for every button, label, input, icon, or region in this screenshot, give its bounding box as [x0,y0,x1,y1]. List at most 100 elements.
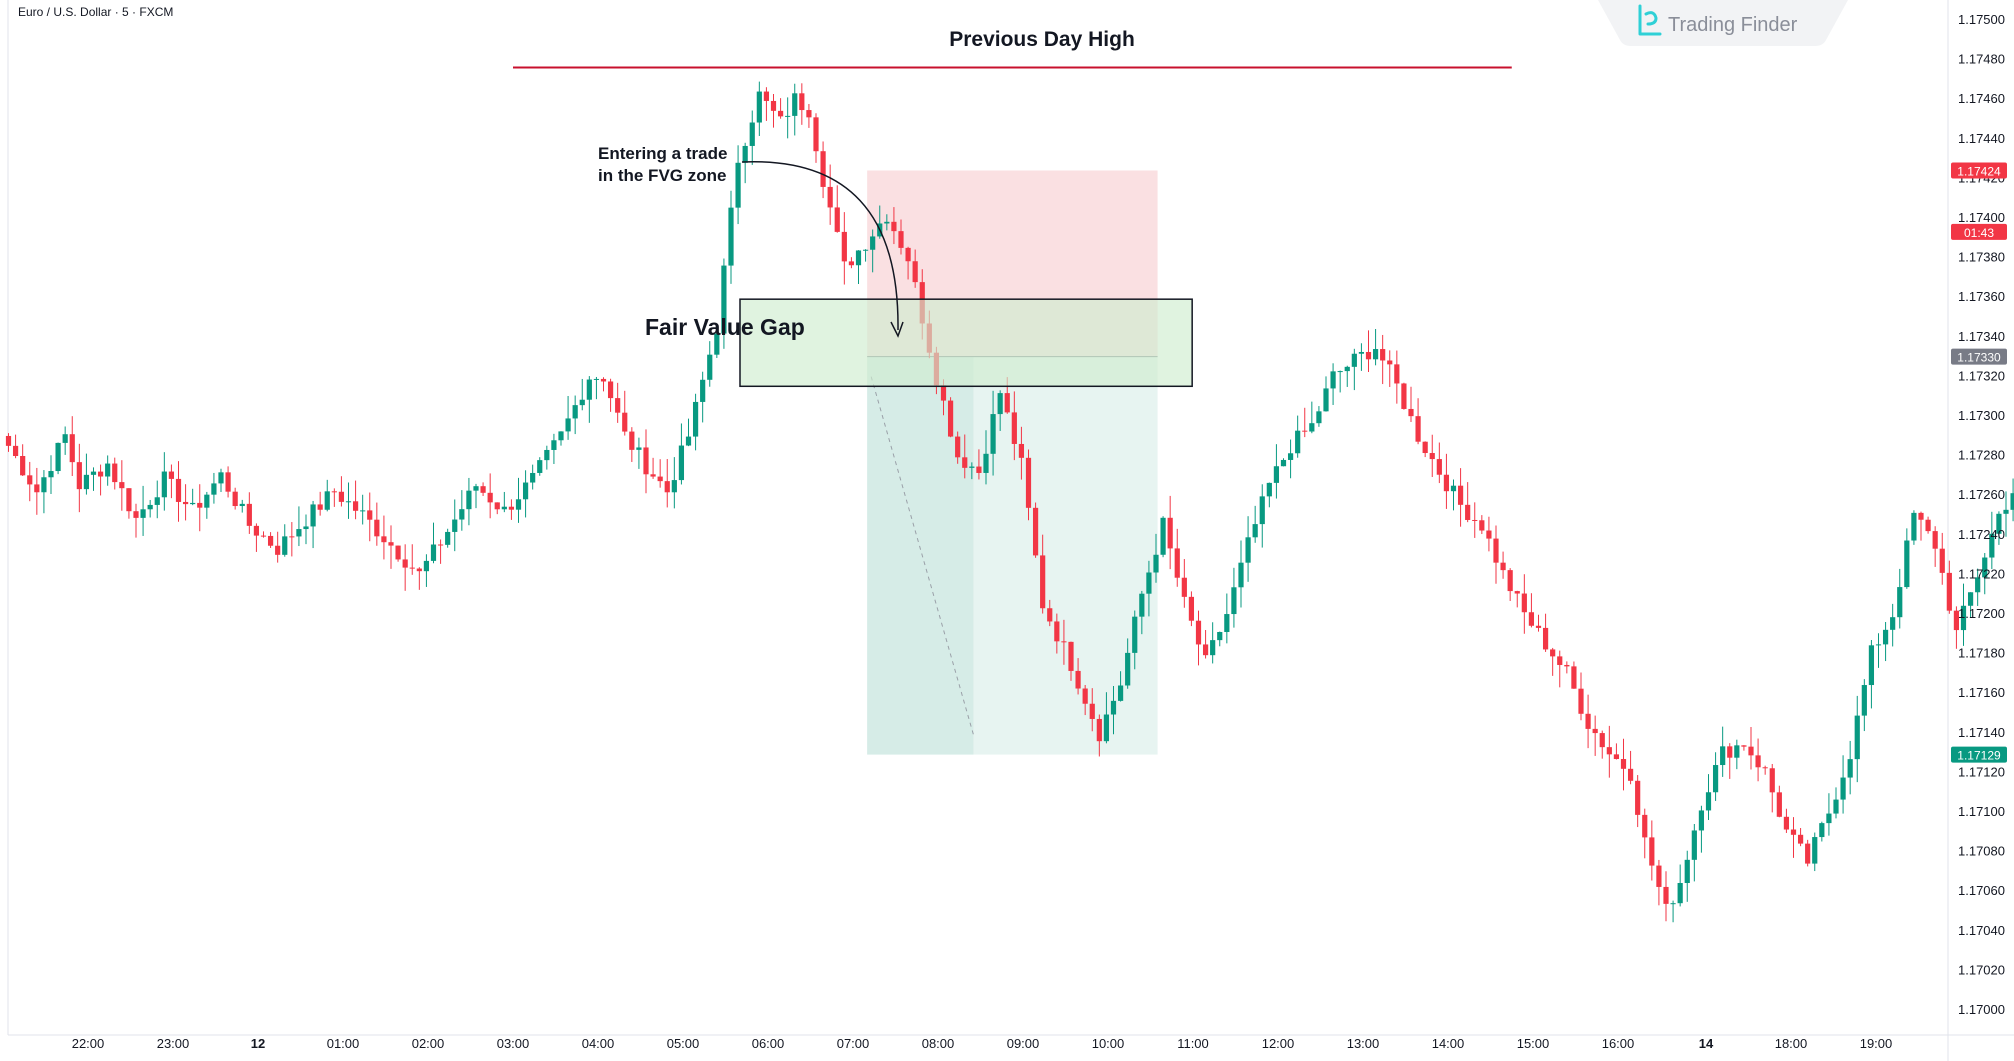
candle [1146,560,1152,617]
candle-body [1698,810,1705,831]
candle [685,418,692,447]
fair-value-gap-box[interactable] [739,298,1193,388]
candle-body [1720,746,1726,766]
price-badge[interactable]: 1.17129 [1951,746,2007,763]
candle [317,491,323,516]
candle-body [1776,792,1782,817]
candle-body [855,250,862,266]
candle [586,376,592,423]
candle [282,524,288,557]
candle-body [721,265,727,334]
candle-body [27,475,33,485]
candle [310,500,316,549]
candle [83,453,90,495]
candle-body [1982,557,1988,578]
price-axis[interactable]: 1.175001.174801.174601.174401.174201.174… [1951,12,2007,1017]
candle [969,462,975,480]
candle [1032,502,1039,558]
candle [792,83,798,136]
candle-body [430,544,437,561]
candle [97,464,104,496]
candle [5,433,12,452]
candle-body [303,526,309,530]
candle-body [1528,612,1535,626]
candle-body [522,482,529,500]
candle-body [558,431,564,441]
candle [197,484,203,532]
candle [20,444,26,477]
candle-body [947,400,954,437]
candle-body [1627,768,1634,781]
time-axis[interactable]: 22:00 23:00 12 01:00 02:00 03:00 04:00 05:00 06:… [72,1036,1893,1051]
candle [27,461,33,502]
candle [537,457,543,476]
candle [671,457,677,509]
time-tick-label: 02:00 [412,1036,445,1051]
candle-body [197,502,203,508]
candle-body [253,525,260,536]
candle-body [437,544,444,546]
candle [841,212,847,285]
candle [140,485,146,536]
candle [1082,684,1088,716]
candle [1783,808,1790,833]
candle [1075,658,1081,695]
candle [1854,695,1860,783]
candle [388,525,394,569]
candle-body [1125,652,1131,686]
candle [402,544,408,591]
price-badge[interactable]: 1.17330 [1951,348,2007,365]
candle [1202,630,1209,659]
candle [572,395,578,435]
candle-body [1677,882,1683,904]
candle-body [76,462,82,490]
candle-body [1790,829,1797,835]
candle [1309,401,1315,434]
candle-body [1727,746,1733,758]
price-tick-label: 1.17300 [1958,408,2005,423]
candle-body [1096,718,1102,742]
candle-body [473,486,479,491]
price-badge[interactable]: 01:43 [1951,223,2007,240]
candle [494,502,500,515]
candle-body [1989,533,1995,558]
candle [1805,839,1811,867]
candle-body [1939,548,1945,573]
candle-body [1783,816,1790,830]
candle [1599,730,1605,759]
price-badge-box [1951,162,2007,179]
candle [260,531,267,538]
candle-body [55,442,61,472]
candle-body [586,379,592,400]
candle-body [1953,610,1960,631]
candle-body [48,471,54,478]
candle [1139,590,1145,635]
price-tick-label: 1.17000 [1958,1002,2005,1017]
candle-body [1365,351,1372,360]
candle-body [1004,393,1010,413]
candle [1302,407,1308,438]
candle [161,452,167,511]
candle [1557,650,1563,688]
candle [473,483,479,509]
candle [1861,679,1867,732]
price-tick-label: 1.17460 [1958,91,2005,106]
candle-body [1578,688,1584,714]
price-badge[interactable]: 1.17424 [1951,162,2007,179]
time-tick-label: 08:00 [922,1036,955,1051]
candle [1663,871,1669,922]
candle [55,442,61,475]
candle-body [1550,649,1556,657]
candle-body [799,93,805,111]
candle-body [912,261,918,283]
candle-body [777,110,784,117]
candle-body [1975,577,1981,593]
candle-body [785,115,791,117]
candle [1960,583,1967,646]
candle [799,83,805,125]
candle [225,466,231,498]
price-badge-label: 01:43 [1964,226,1994,240]
candle [1698,805,1705,853]
candle [735,145,741,225]
